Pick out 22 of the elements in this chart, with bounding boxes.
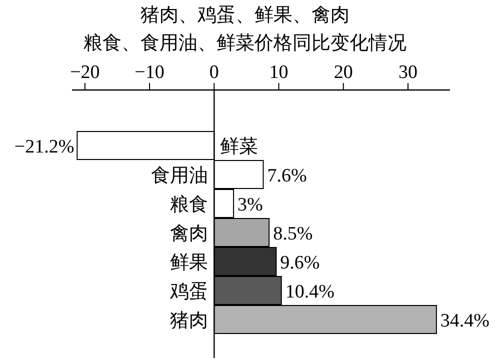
y-tick-label: 食用油	[151, 166, 208, 186]
data-label: 3%	[238, 194, 264, 216]
y-tick-label: 禽肉	[170, 224, 208, 244]
y-tick-label: 猪肉	[170, 310, 208, 332]
data-label: 9.6%	[280, 252, 320, 274]
x-tick-label: 10	[269, 62, 288, 83]
data-label: 7.6%	[267, 166, 308, 186]
chart-title: 猪肉、鸡蛋、鲜果、禽肉	[140, 5, 350, 26]
data-label: 34.4%	[440, 310, 490, 332]
x-tick-label: −20	[70, 62, 100, 83]
chart-subtitle: 粮食、食用油、鲜菜价格同比变化情况	[84, 32, 406, 54]
x-tick-label: 30	[398, 62, 418, 83]
data-label: 10.4%	[285, 282, 335, 302]
y-tick-label: 鲜果	[170, 252, 208, 274]
y-tick-label: 鲜菜	[220, 136, 258, 158]
y-tick-label: 粮食	[170, 194, 208, 216]
x-tick-label: 20	[334, 62, 353, 83]
x-tick-label: −10	[134, 62, 164, 83]
data-label: −21.2%	[14, 136, 74, 158]
x-tick-label: 0	[209, 62, 219, 83]
data-label: 8.5%	[273, 224, 313, 244]
y-tick-label: 鸡蛋	[169, 282, 208, 302]
